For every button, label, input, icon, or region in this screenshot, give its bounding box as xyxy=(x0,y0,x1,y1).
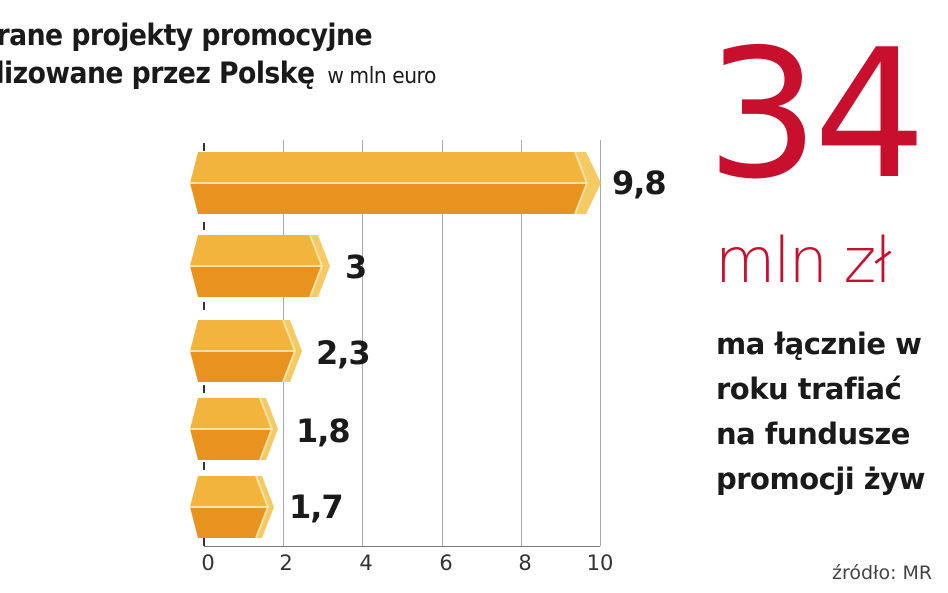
zero-tick xyxy=(203,385,205,393)
bar-chart: 0 2 4 6 8 10 aw na mleko kty mleczne" "R… xyxy=(190,140,667,575)
bar-mleko xyxy=(190,150,602,216)
zero-tick xyxy=(203,532,205,546)
highlight-number: 34 xyxy=(706,11,926,218)
bar-marchewka xyxy=(190,396,278,462)
tick-label: 2 xyxy=(279,551,293,575)
tick-label: 6 xyxy=(439,551,453,575)
bar-mieso xyxy=(190,474,274,540)
value-label: 1,8 xyxy=(296,412,351,450)
tick-label: 8 xyxy=(518,551,532,575)
zero-tick xyxy=(203,143,205,151)
value-label: 9,8 xyxy=(612,164,667,202)
source-note: źródło: MR xyxy=(832,562,933,584)
tick-label: 0 xyxy=(201,551,215,575)
gridline-10 xyxy=(600,140,601,546)
bar-rolnictwo xyxy=(190,233,330,299)
zero-tick xyxy=(203,462,205,470)
chart-title-line2: alizowane przez Polskę w mln euro xyxy=(0,56,436,90)
highlight-unit: mln zł xyxy=(715,224,892,297)
bar-stol xyxy=(190,318,302,384)
gridline-4 xyxy=(362,140,363,546)
zero-tick xyxy=(203,222,205,230)
chart-unit: w mln euro xyxy=(327,64,436,89)
value-label: 1,7 xyxy=(289,488,344,526)
gridline-6 xyxy=(442,140,443,546)
x-axis xyxy=(204,546,600,547)
value-label: 2,3 xyxy=(316,334,371,372)
zero-tick xyxy=(203,302,205,310)
highlight-description: ma łącznie w roku trafiać na fundusze pr… xyxy=(716,327,925,496)
value-label: 3 xyxy=(345,248,367,286)
tick-label: 4 xyxy=(359,551,373,575)
gridline-8 xyxy=(521,140,522,546)
chart-title: brane projekty promocyjne alizowane prze… xyxy=(0,16,436,96)
chart-title-line1: brane projekty promocyjne xyxy=(0,18,373,52)
tick-label: 10 xyxy=(586,551,614,575)
